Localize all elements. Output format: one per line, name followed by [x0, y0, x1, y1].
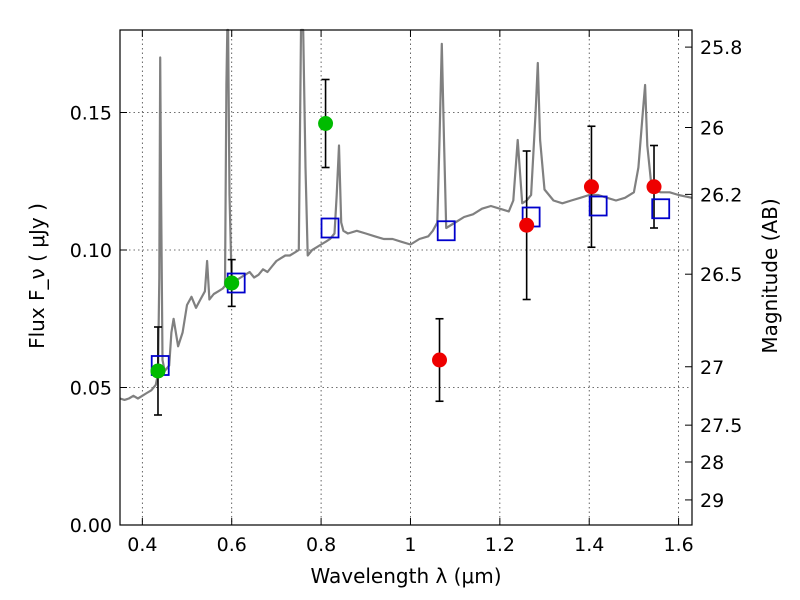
markers-layer [150, 116, 671, 379]
infrared-detection-point [519, 217, 535, 233]
y-tick-label: 0.15 [70, 103, 112, 125]
x-tick-label: 1.2 [485, 534, 515, 556]
y2-tick-label: 27.5 [700, 415, 742, 437]
y2-tick-label: 26.5 [700, 264, 742, 286]
infrared-detection-point [646, 179, 662, 195]
y2-tick-label: 25.8 [700, 37, 742, 59]
synthetic-photometry-square [651, 198, 671, 220]
model-spectrum-layer [119, 28, 693, 401]
y-tick-label: 0.00 [70, 515, 112, 537]
model-spectrum-line [119, 28, 693, 401]
synthetic-photometry-square [320, 217, 340, 239]
y2-tick-label: 27 [700, 357, 724, 379]
x-axis-title: Wavelength λ (μm) [310, 564, 501, 588]
plot-frame [119, 29, 693, 526]
y-tick-label: 0.10 [70, 240, 112, 262]
x-tick-label: 1.6 [663, 534, 693, 556]
x-tick-label: 1.4 [574, 534, 604, 556]
x-tick-label: 0.6 [217, 534, 247, 556]
optical-detection-point [318, 116, 334, 131]
synthetic-photometry-square [436, 220, 456, 242]
x-tick-label: 1 [404, 534, 416, 556]
y2-axis-title: Magnitude (AB) [758, 198, 782, 353]
y2-tick-label: 29 [700, 490, 724, 512]
x-tick-label: 0.8 [306, 534, 336, 556]
infrared-detection-point [432, 352, 448, 368]
y2-tick-label: 28 [700, 452, 724, 474]
axis-ticks: 0.4 0.6 0.8 1 1.2 1.4 1.6 0.00 0.05 0.10 0.15 25.8 2… [70, 30, 742, 556]
optical-detection-point [224, 275, 240, 291]
x-tick-label: 0.4 [127, 534, 157, 556]
y-tick-label: 0.05 [70, 378, 112, 400]
optical-detection-point [150, 363, 166, 379]
infrared-detection-point [583, 179, 599, 195]
y2-tick-label: 26.2 [700, 184, 742, 206]
y-axis-title: Flux F_ν ( μJy ) [25, 203, 49, 349]
synthetic-photometry-square [588, 195, 608, 217]
y2-tick-label: 26 [700, 118, 724, 140]
